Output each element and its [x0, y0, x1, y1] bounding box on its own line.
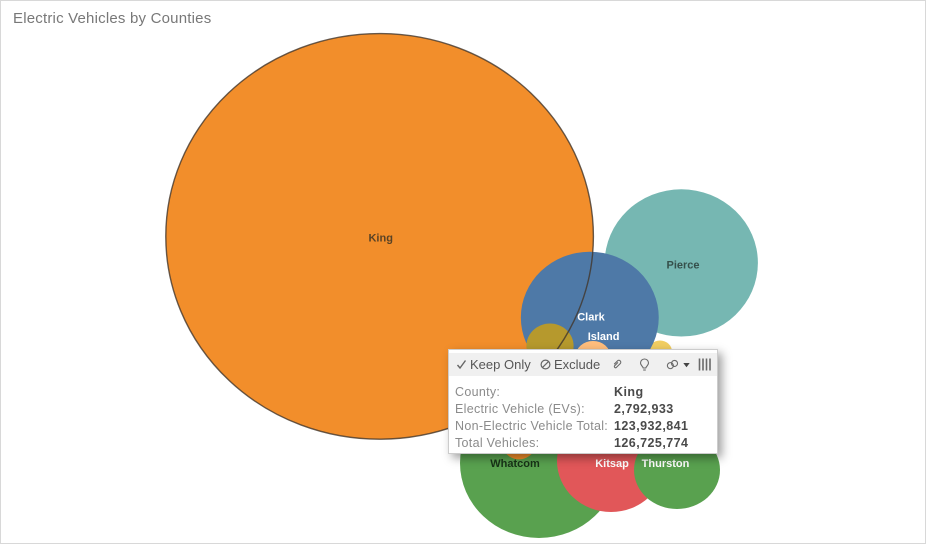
svg-text:Pierce: Pierce [666, 260, 699, 272]
svg-text:Whatcom: Whatcom [490, 458, 540, 470]
svg-text:King: King [368, 233, 392, 245]
svg-text:Kitsap: Kitsap [595, 458, 629, 470]
svg-text:Island: Island [588, 331, 620, 343]
svg-text:Thurston: Thurston [642, 458, 690, 470]
svg-text:Clark: Clark [577, 312, 605, 324]
